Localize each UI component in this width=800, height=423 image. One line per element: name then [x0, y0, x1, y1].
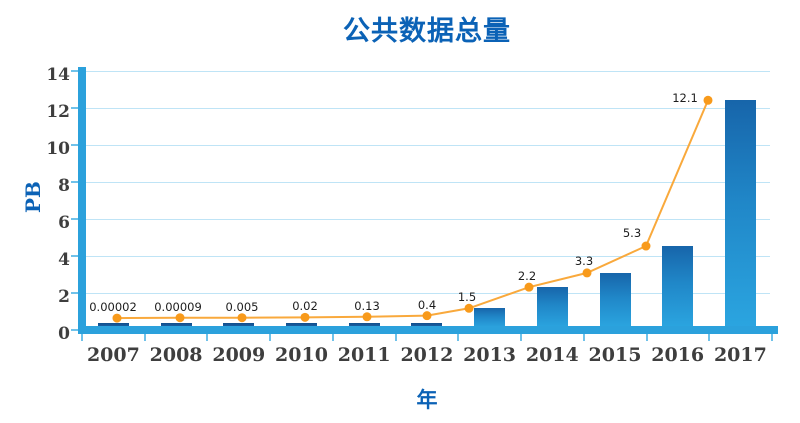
bar-2015: [599, 272, 631, 329]
data-label-2017: 12.1: [672, 91, 698, 106]
year-label-2011: 2011: [337, 344, 391, 366]
gridline-8: [86, 181, 770, 183]
year-label-2017: 2017: [713, 344, 767, 366]
x-tick-8: [582, 334, 585, 341]
x-tick-4: [331, 334, 334, 341]
y-tick-label-12: 12: [46, 102, 70, 123]
data-point-2014: [524, 282, 534, 292]
x-tick-5: [394, 334, 397, 341]
gridline-10: [86, 144, 770, 146]
gridline-12: [86, 107, 770, 109]
y-tick-4: [71, 255, 78, 258]
year-label-2008: 2008: [149, 344, 203, 366]
data-label-2010: 0.02: [292, 299, 318, 314]
y-tick-0: [71, 329, 78, 332]
year-label-2012: 2012: [400, 344, 454, 366]
bar-2011: [348, 322, 380, 329]
y-tick-label-2: 2: [58, 287, 70, 308]
x-tick-10: [708, 334, 711, 341]
data-point-2013: [464, 303, 474, 313]
data-label-2013: 1.5: [457, 290, 477, 305]
bar-2007: [97, 322, 129, 329]
y-tick-label-8: 8: [58, 176, 70, 197]
data-label-2012: 0.4: [417, 297, 437, 312]
year-label-2015: 2015: [588, 344, 642, 366]
data-point-2009: [237, 313, 247, 323]
bar-2017: [724, 100, 756, 329]
year-label-2009: 2009: [212, 344, 266, 366]
y-tick-2: [71, 292, 78, 295]
gridline-6: [86, 218, 770, 220]
x-axis-label: 年: [416, 388, 438, 412]
bar-2016: [662, 246, 694, 329]
data-point-2011: [362, 312, 372, 322]
data-point-2008: [175, 313, 185, 323]
y-tick-14: [71, 70, 78, 73]
year-label-2016: 2016: [651, 344, 705, 366]
x-tick-0: [81, 334, 83, 341]
x-tick-2: [206, 334, 209, 341]
bar-2014: [536, 287, 568, 329]
gridline-14: [86, 70, 770, 72]
y-tick-8: [71, 181, 78, 184]
data-point-2012: [422, 311, 432, 321]
data-label-2009: 0.005: [225, 299, 259, 314]
data-label-2014: 2.2: [517, 269, 537, 284]
data-point-2010: [300, 312, 310, 322]
x-axis-line: [78, 326, 778, 334]
bar-2009: [223, 322, 255, 329]
chart-title: 公共数据总量: [343, 16, 511, 47]
x-tick-7: [520, 334, 523, 341]
y-tick-12: [71, 107, 78, 110]
y-tick-6: [71, 218, 78, 221]
x-tick-11: [771, 334, 773, 341]
x-tick-9: [645, 334, 648, 341]
data-label-2015: 3.3: [574, 253, 594, 268]
bar-2010: [286, 322, 317, 329]
x-tick-6: [457, 334, 460, 341]
year-label-2014: 2014: [525, 344, 579, 366]
year-label-2007: 2007: [86, 344, 140, 366]
data-point-2016: [641, 241, 651, 251]
data-label-2008: 0.00009: [154, 299, 202, 314]
y-tick-label-14: 14: [46, 65, 70, 86]
y-axis-line: [78, 67, 86, 334]
data-label-2007: 0.00002: [89, 300, 137, 315]
data-label-2016: 5.3: [622, 226, 642, 241]
bar-2012: [411, 322, 443, 329]
data-point-2015: [582, 268, 592, 278]
year-label-2010: 2010: [275, 344, 328, 366]
data-label-2011: 0.13: [354, 298, 380, 313]
y-tick-10: [71, 144, 78, 147]
y-tick-label-4: 4: [58, 250, 70, 271]
bar-2008: [160, 322, 192, 329]
y-tick-label-0: 0: [58, 324, 70, 345]
year-label-2013: 2013: [463, 344, 517, 366]
x-tick-1: [143, 334, 146, 341]
y-tick-label-6: 6: [58, 213, 70, 234]
data-point-2007: [112, 313, 122, 323]
y-tick-label-10: 10: [46, 139, 70, 160]
x-tick-3: [269, 334, 272, 341]
